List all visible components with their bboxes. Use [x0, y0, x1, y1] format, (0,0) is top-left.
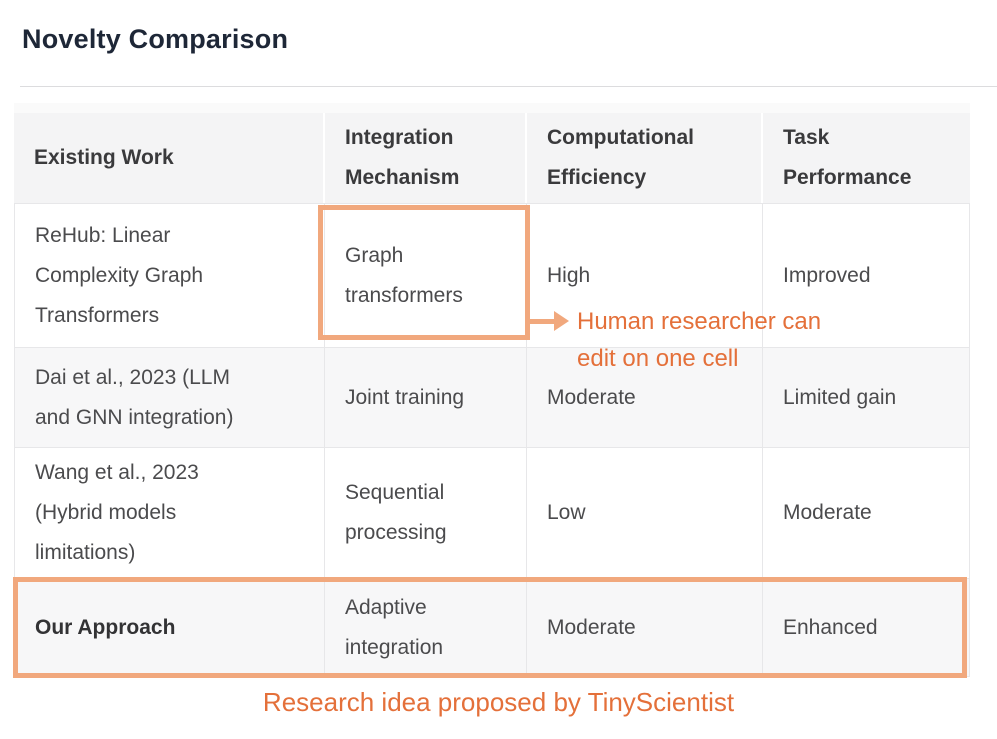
- our-approach-row-highlight-box: [13, 577, 967, 678]
- table-row: Wang et al., 2023 (Hybrid models limitat…: [14, 447, 970, 578]
- column-header-computational-efficiency: Computational Efficiency: [527, 113, 763, 203]
- title-divider: [20, 86, 997, 87]
- cell-integration-mechanism[interactable]: Sequential processing: [325, 447, 527, 578]
- table-row: Dai et al., 2023 (LLM and GNN integratio…: [14, 347, 970, 447]
- cell-integration-mechanism[interactable]: Joint training: [325, 347, 527, 447]
- cell-integration-mechanism-highlighted[interactable]: Graph transformers: [325, 203, 527, 347]
- cell-computational-efficiency[interactable]: Low: [527, 447, 763, 578]
- cell-computational-efficiency[interactable]: Moderate: [527, 578, 763, 677]
- page-title: Novelty Comparison: [22, 24, 289, 54]
- cell-existing-work[interactable]: ReHub: Linear Complexity Graph Transform…: [14, 203, 325, 347]
- cell-existing-work[interactable]: Wang et al., 2023 (Hybrid models limitat…: [14, 447, 325, 578]
- cell-task-performance[interactable]: Improved: [763, 203, 970, 347]
- column-header-existing-work: Existing Work: [14, 113, 325, 203]
- arrow-right-icon: [530, 319, 556, 324]
- cell-our-approach-label[interactable]: Our Approach: [14, 578, 325, 677]
- column-header-task-performance: Task Performance: [763, 113, 970, 203]
- cell-task-performance[interactable]: Limited gain: [763, 347, 970, 447]
- annotation-research-idea: Research idea proposed by TinyScientist: [262, 687, 735, 717]
- cell-computational-efficiency[interactable]: Moderate: [527, 347, 763, 447]
- table-top-strip: [14, 103, 970, 113]
- cell-task-performance[interactable]: Enhanced: [763, 578, 970, 677]
- cell-existing-work[interactable]: Dai et al., 2023 (LLM and GNN integratio…: [14, 347, 325, 447]
- annotation-editable-cell: Human researcher can edit on one cell: [577, 308, 822, 372]
- cell-task-performance[interactable]: Moderate: [763, 447, 970, 578]
- table-row: ReHub: Linear Complexity Graph Transform…: [14, 203, 970, 347]
- table-header-row: Existing Work Integration Mechanism Comp…: [14, 113, 970, 203]
- arrow-right-icon: [554, 311, 569, 331]
- editable-cell-highlight-box: [318, 205, 530, 340]
- column-header-integration-mechanism: Integration Mechanism: [325, 113, 527, 203]
